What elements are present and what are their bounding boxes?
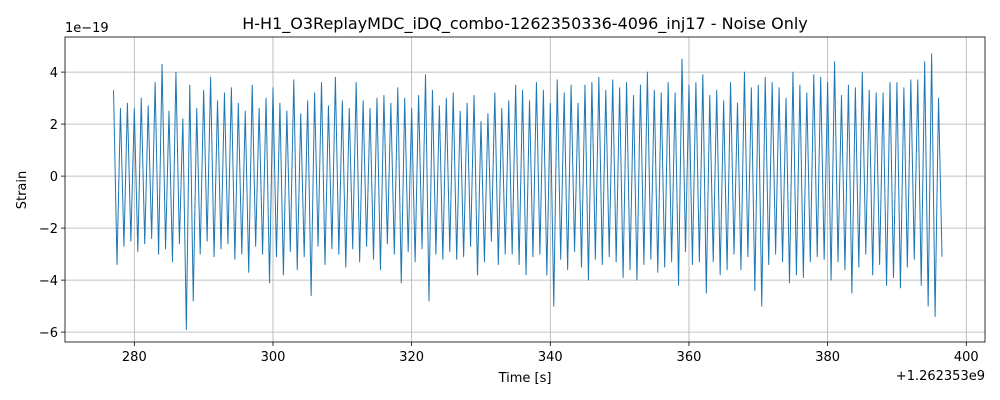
- x-tick-label: 280: [122, 350, 147, 365]
- x-tick-label: 400: [954, 350, 979, 365]
- y-tick-label: 2: [50, 118, 58, 133]
- x-axis-label: Time [s]: [498, 371, 552, 386]
- x-tick-label: 340: [538, 350, 563, 365]
- plot-frame: [64, 36, 986, 343]
- y-tick-label: −4: [39, 274, 58, 289]
- y-tick-label: 4: [50, 66, 58, 81]
- y-tick-label: 0: [50, 170, 58, 185]
- chart-title: H-H1_O3ReplayMDC_iDQ_combo-1262350336-40…: [242, 14, 808, 34]
- series-line: [113, 53, 943, 331]
- x-tick-label: 380: [815, 350, 840, 365]
- x-offset-label: +1.262353e9: [896, 369, 985, 384]
- y-tick-label: −6: [39, 326, 58, 341]
- x-tick-label: 320: [399, 350, 424, 365]
- y-axis-label: Strain: [15, 171, 30, 210]
- y-tick-label: −2: [39, 222, 58, 237]
- y-offset-label: 1e−19: [65, 21, 109, 36]
- x-tick-label: 360: [677, 350, 702, 365]
- x-tick-label: 300: [261, 350, 286, 365]
